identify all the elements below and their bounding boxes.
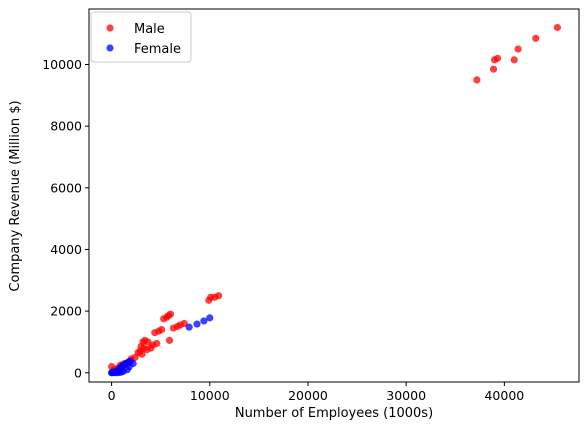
y-tick-label: 4000 [50,242,82,257]
data-point-male [180,319,188,328]
x-tick-label: 30000 [386,388,426,403]
data-point-male [553,23,562,32]
data-point-male [166,310,175,318]
data-point-male [158,326,166,334]
data-point-male [510,56,518,64]
data-point-female [200,317,208,325]
data-point-male [473,76,481,84]
data-point-male [215,292,223,300]
data-point-female [206,314,214,322]
legend-label-female: Female [134,42,181,57]
y-tick-label: 8000 [50,119,82,134]
plot-frame [88,8,580,383]
points-layer [107,23,562,377]
data-point-male [532,34,540,42]
x-axis: 0 10000 20000 30000 40000 [108,382,524,403]
data-point-female [107,369,116,377]
y-tick-label: 6000 [50,180,82,195]
plot-background [89,9,579,382]
x-tick-label: 40000 [484,388,524,403]
legend-box [90,11,192,63]
data-point-male [165,336,174,344]
y-tick-label: 0 [74,365,82,380]
data-point-male [514,45,522,53]
y-tick-label: 10000 [42,57,82,72]
y-axis: 0 2000 4000 6000 8000 10000 [42,57,89,380]
data-point-male [489,65,498,73]
x-tick-label: 20000 [288,388,328,403]
data-point-female [185,323,193,331]
data-point-male [147,344,155,352]
data-point-male [493,54,502,62]
y-tick-label: 2000 [50,304,82,319]
data-point-male [138,350,146,358]
data-point-male [107,362,116,371]
x-tick-label: 0 [108,388,116,403]
legend: Male Female [90,11,192,63]
legend-marker-male [106,24,114,32]
legend-label-male: Male [134,22,165,37]
y-axis-title: Company Revenue (Million $) [8,100,23,291]
data-point-female [193,320,201,328]
x-axis-title: Number of Employees (1000s) [235,406,433,421]
data-point-male [153,339,161,348]
legend-marker-female [106,44,114,52]
x-tick-label: 10000 [190,388,230,403]
